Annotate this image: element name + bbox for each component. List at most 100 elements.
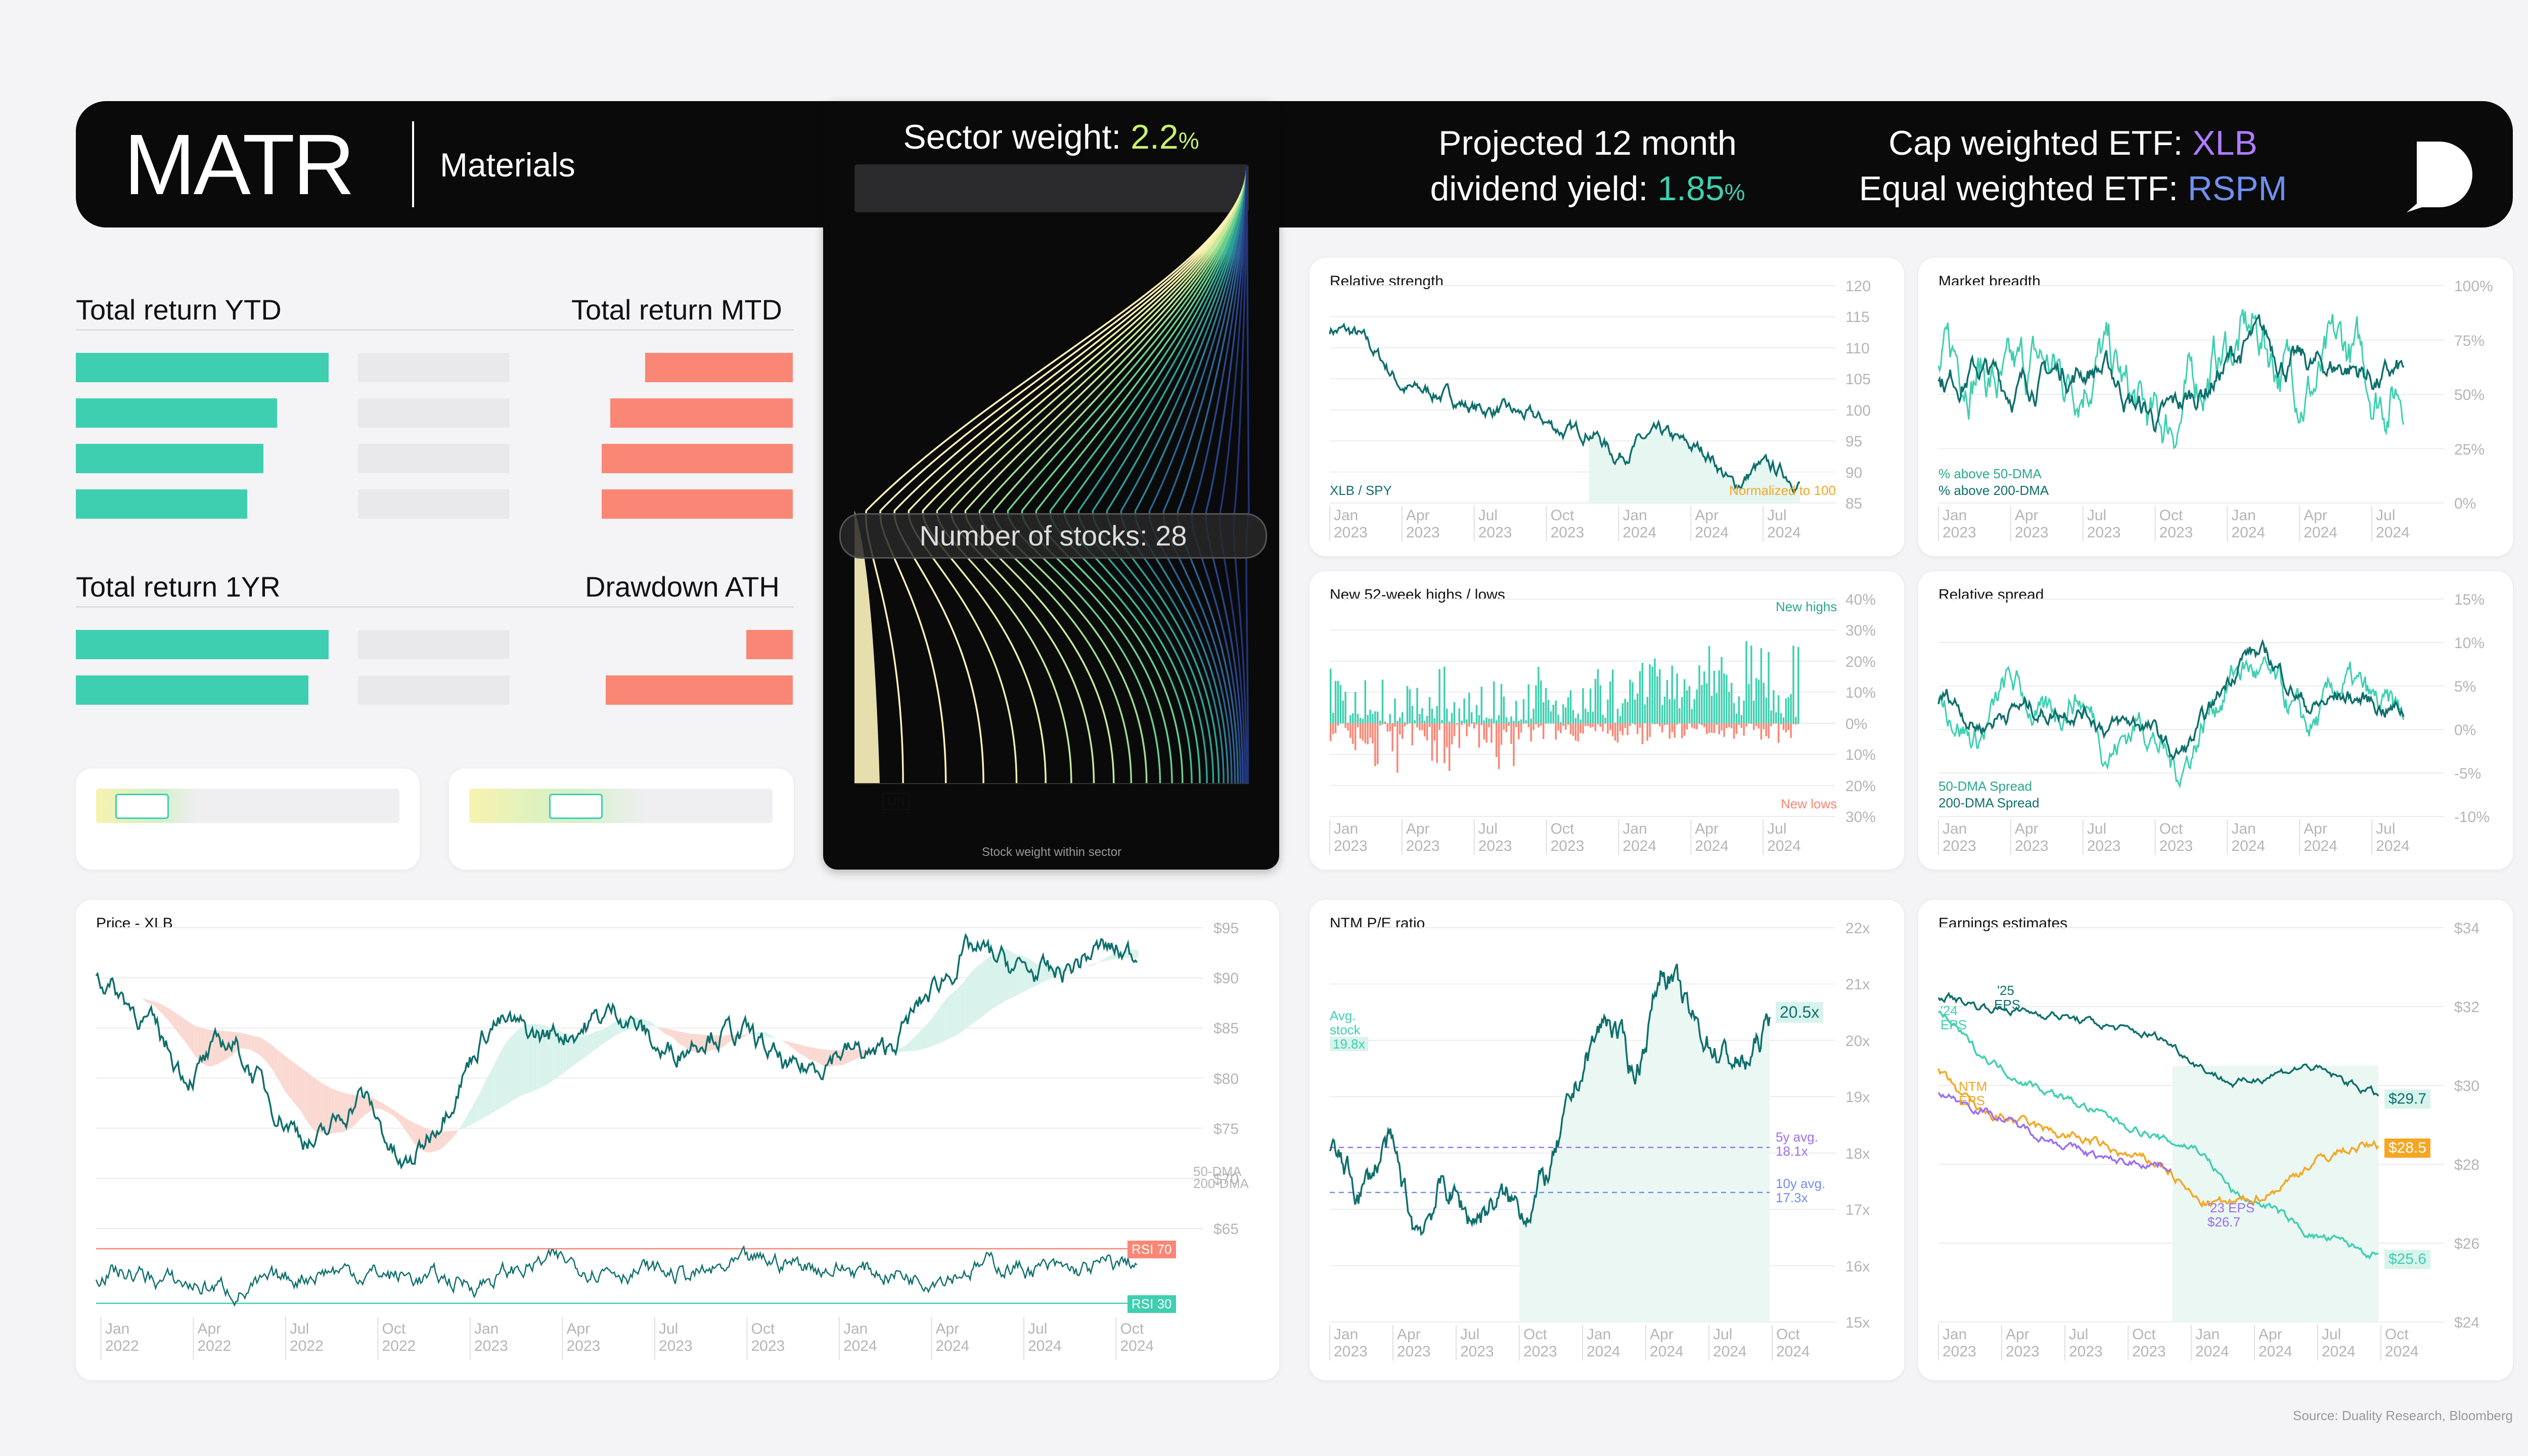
x-tick-month: Apr bbox=[1695, 507, 1719, 524]
x-tick-year: 2024 bbox=[1622, 838, 1657, 854]
new-low-bar bbox=[1624, 723, 1626, 729]
new-low-bar bbox=[1451, 723, 1453, 745]
new-low-bar bbox=[1604, 723, 1606, 724]
new-low-bar bbox=[1674, 723, 1676, 738]
x-tick-month: Oct bbox=[1776, 1326, 1800, 1343]
new-low-bar bbox=[1710, 723, 1713, 733]
price-plot bbox=[95, 927, 1203, 1360]
new-low-bar bbox=[1362, 723, 1364, 741]
new-low-bar bbox=[1649, 723, 1651, 737]
x-tick: Apr 2024 bbox=[1695, 821, 1729, 855]
price-card bbox=[76, 900, 1279, 1380]
stock-weight-curve bbox=[1205, 166, 1248, 784]
x-tick: Jan 2024 bbox=[2195, 1326, 2229, 1360]
new-low-bar bbox=[1473, 723, 1475, 729]
y-tick: $80 bbox=[1213, 1070, 1239, 1087]
new-low-bar bbox=[1733, 723, 1735, 739]
new-low-bar bbox=[1691, 723, 1693, 728]
new-high-bar bbox=[1765, 697, 1767, 723]
new-high-bar bbox=[1493, 681, 1495, 723]
new-low-bar bbox=[1565, 723, 1567, 730]
x-tick: Jan 2024 bbox=[1622, 821, 1656, 855]
ytd-bar bbox=[76, 353, 329, 382]
new-low-bar bbox=[1438, 723, 1440, 730]
new-high-bar bbox=[1681, 697, 1683, 723]
x-tick-year: 2023 bbox=[2014, 838, 2049, 854]
stock-weight-curve bbox=[1219, 166, 1248, 784]
new-low-bar bbox=[1436, 723, 1438, 763]
new-low-bar bbox=[1404, 723, 1406, 726]
eps25-line bbox=[1937, 991, 2379, 1097]
eps-end-value: $29.7 bbox=[2384, 1089, 2431, 1109]
mtd-bar bbox=[602, 489, 793, 519]
new-low-bar bbox=[1364, 723, 1367, 744]
y-tick: 10% bbox=[1845, 747, 1876, 764]
new-low-bar bbox=[1411, 723, 1414, 746]
x-tick-month: Jan bbox=[1622, 507, 1647, 524]
new-high-bar bbox=[1728, 692, 1730, 723]
new-high-bar bbox=[1795, 716, 1797, 723]
row-label bbox=[358, 675, 510, 705]
new-high-bar bbox=[1458, 708, 1461, 723]
y-tick: $26 bbox=[2454, 1236, 2480, 1252]
x-tick-year: 2024 bbox=[935, 1338, 970, 1354]
x-tick-month: Jul bbox=[1478, 821, 1498, 837]
new-low-bar bbox=[1582, 723, 1584, 734]
new-high-bar bbox=[1510, 716, 1512, 723]
new-high-bar bbox=[1426, 715, 1428, 723]
new-low-bar bbox=[1639, 723, 1641, 728]
new-high-bar bbox=[1505, 717, 1508, 723]
x-tick: Apr 2024 bbox=[2304, 821, 2337, 855]
scale-toggle[interactable]: LIN bbox=[882, 793, 910, 810]
stock-weight-curve bbox=[936, 166, 1248, 784]
new-low-bar bbox=[1703, 723, 1705, 727]
new-high-bar bbox=[1703, 671, 1705, 723]
new-high-bar bbox=[1649, 664, 1651, 723]
stock-weight-curve bbox=[1077, 166, 1248, 784]
new-low-bar bbox=[1773, 723, 1775, 724]
new-high-bar bbox=[1674, 699, 1676, 723]
new-high-bar bbox=[1624, 698, 1626, 723]
new-high-bar bbox=[1612, 669, 1614, 723]
x-tick-month: Apr bbox=[2304, 507, 2327, 524]
row-label bbox=[358, 489, 510, 519]
new-low-bar bbox=[1743, 723, 1745, 736]
x-tick: Jan 2023 bbox=[1943, 821, 1976, 855]
new-low-bar bbox=[1332, 723, 1334, 735]
x-tick-year: 2024 bbox=[2322, 1343, 2356, 1360]
new-low-bar bbox=[1740, 723, 1743, 728]
x-tick-month: Apr bbox=[566, 1321, 591, 1337]
new-low-bar bbox=[1787, 723, 1790, 731]
x-tick-year: 2024 bbox=[1776, 1343, 1810, 1360]
x-tick: Jul 2023 bbox=[2087, 507, 2121, 541]
new-low-bar bbox=[1386, 723, 1389, 732]
new-low-bar bbox=[1587, 723, 1589, 726]
new-high-bar bbox=[1433, 718, 1436, 723]
series-label: XLB / SPY bbox=[1330, 483, 1392, 498]
new-low-bar bbox=[1374, 723, 1376, 766]
series-label: % above 50-DMA bbox=[1938, 466, 2042, 481]
y-tick: $34 bbox=[2454, 920, 2480, 937]
new-low-bar bbox=[1522, 723, 1525, 724]
x-tick: Apr 2023 bbox=[2006, 1326, 2040, 1360]
new-high-bar bbox=[1597, 669, 1599, 723]
x-tick: Jul 2023 bbox=[1460, 1326, 1494, 1360]
new-high-bar bbox=[1676, 673, 1678, 723]
new-high-bar bbox=[1337, 680, 1339, 723]
x-tick-month: Jan bbox=[1943, 1326, 1967, 1343]
x-tick-month: Jan bbox=[2195, 1326, 2220, 1343]
x-tick-year: 2023 bbox=[2159, 838, 2193, 854]
new-low-bar bbox=[1518, 723, 1520, 740]
row-label bbox=[358, 630, 510, 659]
new-low-bar bbox=[1698, 723, 1700, 724]
x-tick: Jul 2022 bbox=[290, 1321, 324, 1355]
new-low-bar bbox=[1468, 723, 1470, 727]
y-tick: 10% bbox=[1845, 685, 1876, 702]
new-low-bar bbox=[1443, 723, 1446, 763]
x-tick: Apr 2024 bbox=[2259, 1326, 2292, 1360]
stock-weight-curve bbox=[1134, 166, 1248, 784]
sector-weight-bar-track bbox=[854, 164, 1249, 212]
x-tick-month: Oct bbox=[1120, 1321, 1144, 1337]
x-tick-month: Jan bbox=[1334, 821, 1359, 837]
new-low-bar bbox=[1396, 723, 1398, 773]
